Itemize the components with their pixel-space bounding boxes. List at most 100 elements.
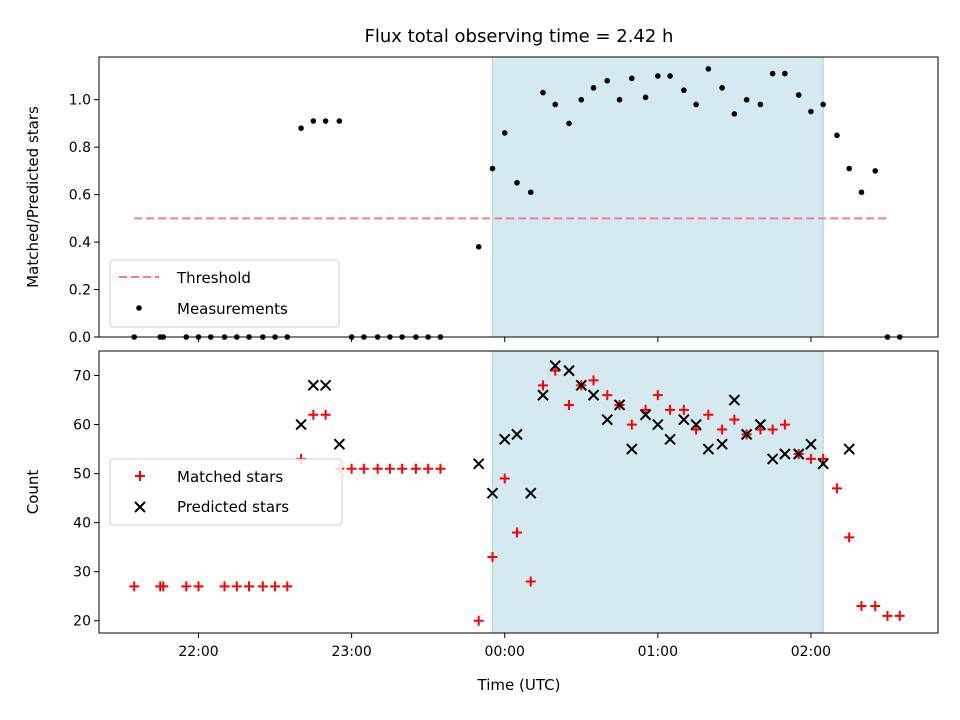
predicted-star-point: [525, 487, 537, 499]
matched-star-point: [779, 419, 790, 430]
matched-star-point: [244, 581, 255, 592]
matched-star-point: [665, 404, 676, 415]
matched-star-point: [564, 399, 575, 410]
matched-star-point: [499, 473, 510, 484]
x-tick-label: 01:00: [638, 644, 678, 660]
measurement-point: [616, 96, 623, 103]
predicted-star-point: [295, 418, 307, 431]
matched-star-point: [537, 380, 548, 391]
measurement-point: [858, 189, 865, 196]
predicted-star-point: [817, 458, 829, 470]
matched-star-point: [435, 463, 446, 474]
predicted-star-point: [702, 443, 715, 455]
matched-star-point: [423, 463, 434, 474]
y-tick-label: 20: [73, 614, 91, 630]
measurement-point: [705, 66, 712, 72]
legend-predicted-label: Predicted stars: [177, 498, 289, 516]
x-tick-label: 22:00: [178, 644, 218, 660]
legend: Threshold Measurements: [109, 259, 340, 328]
predicted-star-point: [511, 428, 523, 441]
measurement-point: [782, 70, 788, 77]
legend-measurement-label: Measurements: [177, 300, 288, 318]
matched-star-point: [158, 581, 169, 592]
y-axis-label: Count: [24, 470, 42, 515]
measurement-point: [578, 96, 585, 103]
measurement-point: [743, 96, 750, 103]
legend-matched-swatch: [135, 471, 145, 481]
measurement-point: [820, 101, 826, 108]
measurement-point: [628, 75, 635, 82]
matched-star-point: [894, 610, 905, 621]
y-axis-label: Matched/Predicted stars: [24, 106, 42, 288]
matched-star-point: [588, 375, 599, 386]
predicted-star-point: [587, 389, 600, 401]
matched-star-point: [320, 409, 331, 420]
matched-star-point: [231, 581, 242, 592]
matched-star-point: [181, 581, 192, 592]
legend: Matched stars Predicted stars: [109, 458, 343, 526]
matched-star-point: [767, 424, 778, 435]
top-panel: 0.0 0.2 0.4 0.6 0.8 1.0 Matched/Predicted star…: [24, 56, 939, 346]
matched-star-point: [703, 409, 714, 420]
matched-star-point: [193, 581, 204, 592]
matched-star-point: [219, 581, 230, 592]
matched-star-point: [882, 610, 893, 621]
measurement-point: [681, 87, 687, 94]
matched-star-point: [525, 576, 536, 587]
measurement-point: [846, 165, 853, 172]
predicted-star-point: [499, 433, 511, 445]
matched-star-point: [805, 453, 816, 464]
measurement-point: [540, 89, 546, 96]
x-axis-label: Time (UTC): [477, 676, 561, 694]
observing-window: [491, 56, 824, 338]
matched-star-point: [626, 419, 637, 430]
measurement-point: [566, 120, 572, 127]
measurement-point: [872, 168, 879, 174]
matched-star-point: [473, 615, 484, 626]
matched-star-point: [358, 463, 369, 474]
measurement-point: [590, 85, 597, 91]
matched-star-point: [678, 404, 689, 415]
x-tick-label: 02:00: [791, 644, 831, 660]
measurement-point: [604, 77, 611, 84]
matched-star-point: [602, 390, 613, 401]
predicted-star-point: [792, 448, 805, 460]
predicted-star-point: [678, 413, 690, 426]
matched-star-point: [691, 424, 702, 435]
measurement-point: [731, 111, 738, 117]
predicted-star-point: [740, 428, 753, 441]
predicted-star-point: [549, 360, 561, 372]
predicted-star-point: [639, 409, 652, 421]
matched-star-point: [511, 527, 522, 538]
matched-star-point: [257, 581, 268, 592]
matched-star-point: [818, 453, 829, 464]
y-tick-label: 0.0: [69, 330, 91, 346]
measurement-point: [322, 118, 329, 124]
plot-frame: [98, 350, 939, 634]
y-tick-label: 40: [73, 516, 91, 532]
y-tick-label: 0.2: [69, 283, 91, 299]
measurement-point: [475, 244, 482, 250]
predicted-star-point: [537, 389, 549, 401]
measurement-point: [795, 92, 802, 98]
matched-star-point: [844, 532, 855, 543]
matched-star-point: [487, 551, 498, 562]
y-tick-label: 60: [73, 418, 91, 434]
matched-star-point: [129, 581, 140, 592]
measurement-point: [298, 125, 304, 131]
predicted-star-point: [805, 438, 817, 450]
matched-star-point: [652, 390, 663, 401]
measurement-point: [642, 94, 649, 101]
measurement-point: [693, 101, 699, 108]
predicted-star-point: [626, 443, 638, 455]
predicted-star-point: [716, 438, 728, 450]
bottom-panel: 20 30 40 50 60 70 22:00 23:00 00:00 01:00 02:00 Cou…: [24, 350, 939, 660]
matched-star-point: [831, 483, 842, 494]
matched-star-point: [346, 463, 357, 474]
x-tick-label: 00:00: [485, 644, 525, 660]
measurement-point: [336, 118, 343, 124]
chart-title: Flux total observing time = 2.42 h: [365, 26, 674, 47]
legend-predicted-swatch: [134, 501, 146, 513]
y-tick-label: 0.6: [69, 188, 91, 204]
